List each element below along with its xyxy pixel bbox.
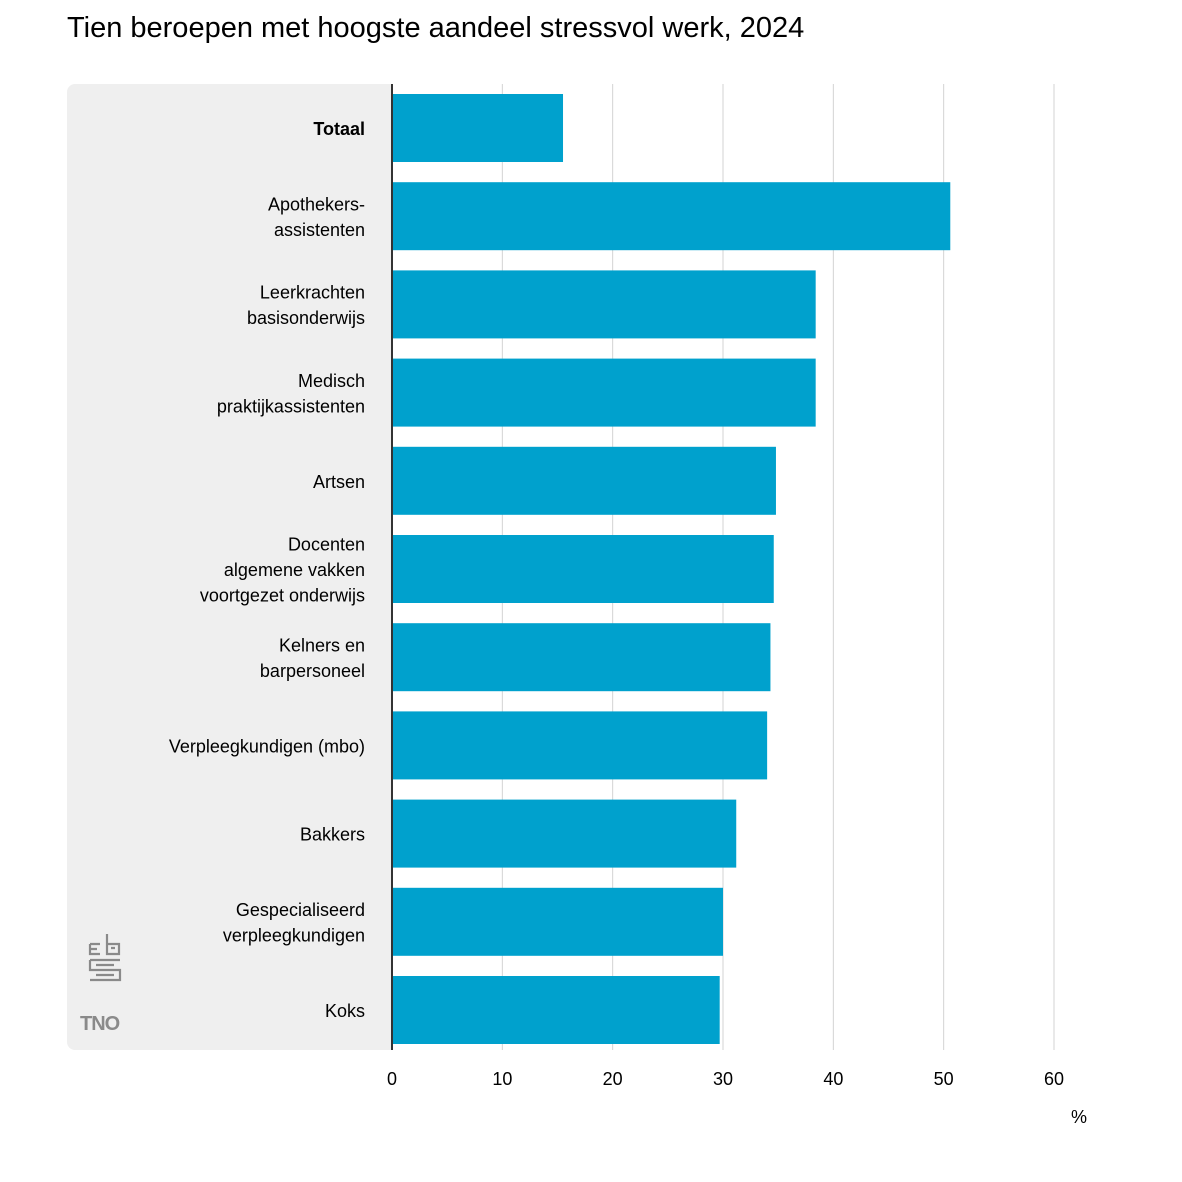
category-label-line: Medisch [298, 371, 365, 391]
category-label: Bakkers [300, 825, 365, 845]
category-label-line: Verpleegkundigen (mbo) [169, 736, 365, 756]
category-label: Verpleegkundigen (mbo) [169, 736, 365, 756]
category-label-line: assistenten [274, 220, 365, 240]
bar [392, 887, 723, 956]
category-label: Kelners en barpersoneel [260, 635, 365, 681]
x-tick-label: 0 [387, 1069, 397, 1089]
bar [392, 799, 737, 868]
category-label-panel [67, 84, 393, 1050]
category-label: Leerkrachten basisonderwijs [247, 283, 365, 329]
category-label: Artsen [313, 472, 365, 492]
category-label-line: praktijkassistenten [217, 396, 365, 416]
x-tick-label: 40 [823, 1069, 843, 1089]
bar [392, 182, 951, 251]
bar [392, 446, 776, 515]
x-tick-label: 60 [1044, 1069, 1064, 1089]
category-label: Apothekers-assistenten [268, 194, 365, 240]
category-label-line: Koks [325, 1001, 365, 1021]
category-label: Totaal [313, 119, 365, 139]
category-label-line: voortgezet onderwijs [200, 586, 365, 606]
bar [392, 711, 768, 780]
x-axis-ticks: 0 10 20 30 40 50 60 [387, 1069, 1064, 1089]
category-label-line: Artsen [313, 472, 365, 492]
cbs-logo-icon [88, 934, 122, 982]
tno-logo-icon: TNO [80, 1013, 120, 1035]
category-label-line: Leerkrachten [260, 283, 365, 303]
bar [392, 623, 771, 692]
category-label-line: Gespecialiseerd [236, 900, 365, 920]
category-label-line: Docenten [288, 535, 365, 555]
bar [392, 535, 774, 603]
bar [392, 94, 564, 162]
bar [392, 270, 816, 339]
category-label-line: Apothekers- [268, 194, 365, 214]
category-labels: Totaal Apothekers-assistenten Leerkrachten… [169, 119, 365, 1021]
category-label: Docenten algemene vakken voortgezet onderw… [200, 535, 365, 606]
category-label-line: barpersoneel [260, 661, 365, 681]
category-label: Medisch praktijkassistenten [217, 371, 365, 417]
bar [392, 358, 816, 427]
x-tick-label: 30 [713, 1069, 733, 1089]
category-label: Koks [325, 1001, 365, 1021]
x-tick-label: 50 [934, 1069, 954, 1089]
category-label: Gespecialiseerd verpleegkundigen [223, 900, 365, 946]
category-label-line: algemene vakken [224, 560, 365, 580]
bar [392, 976, 720, 1044]
category-label-line: verpleegkundigen [223, 926, 365, 946]
chart-title: Tien beroepen met hoogste aandeel stress… [67, 12, 805, 44]
category-label-line: Kelners en [279, 635, 365, 655]
bars [392, 94, 951, 1044]
category-label-line: Bakkers [300, 825, 365, 845]
x-tick-label: 20 [603, 1069, 623, 1089]
x-axis-unit-label: % [1071, 1107, 1087, 1127]
category-label-line: Totaal [313, 119, 365, 139]
category-label-line: basisonderwijs [247, 308, 365, 328]
x-tick-label: 10 [492, 1069, 512, 1089]
